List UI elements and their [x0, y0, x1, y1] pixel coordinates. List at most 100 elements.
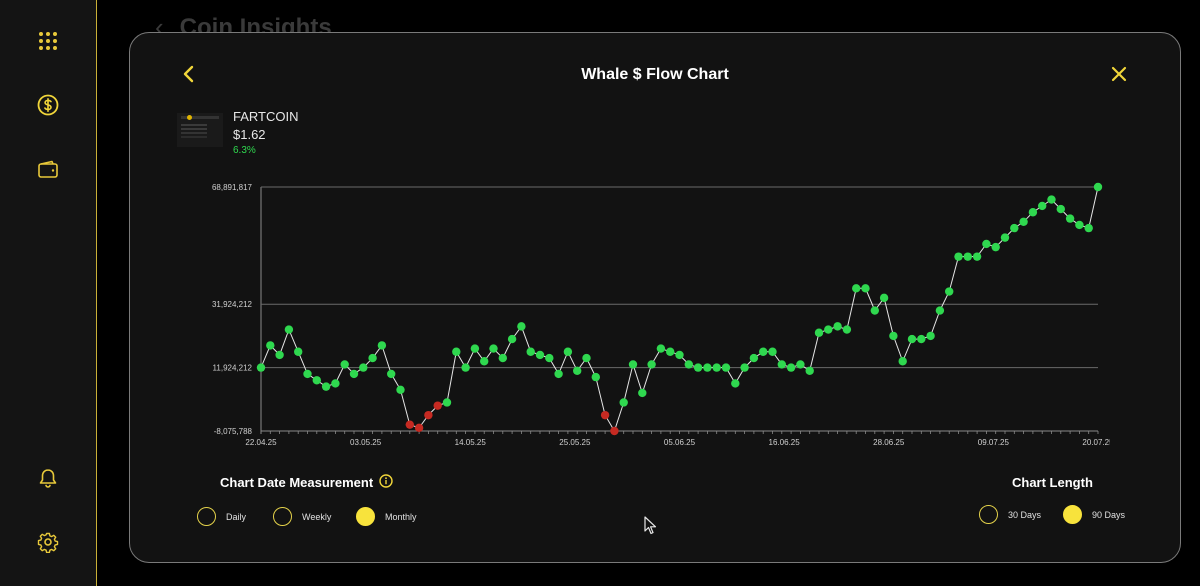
data-point — [284, 325, 294, 334]
data-point — [628, 360, 638, 369]
data-point — [563, 347, 573, 356]
data-point-negative — [610, 426, 619, 436]
radio-circle[interactable] — [979, 505, 998, 524]
data-point — [554, 369, 563, 379]
data-point — [582, 353, 591, 363]
data-point — [805, 366, 814, 375]
data-point — [768, 347, 777, 356]
x-tick-label: 28.06.25 — [873, 438, 905, 447]
data-point — [721, 363, 731, 372]
data-point — [573, 366, 582, 375]
data-point — [619, 398, 628, 407]
coin-change: 6.3% — [233, 145, 256, 156]
chevron-left-icon[interactable]: ‹ — [155, 12, 164, 42]
data-point — [489, 344, 498, 353]
data-point-negative — [405, 420, 414, 429]
data-point — [340, 360, 349, 369]
data-point — [1065, 214, 1075, 223]
data-point — [312, 376, 321, 385]
data-point — [1000, 233, 1010, 242]
data-point — [675, 350, 684, 360]
radio-30-days[interactable]: 30 Days — [979, 505, 1041, 524]
data-point — [852, 284, 861, 293]
data-point — [321, 382, 331, 391]
data-point — [693, 363, 703, 372]
bell-icon[interactable] — [36, 466, 60, 490]
data-point — [824, 325, 833, 334]
data-point — [917, 334, 926, 344]
x-tick-label: 14.05.25 — [455, 438, 487, 447]
data-point-negative — [600, 410, 610, 420]
data-point — [833, 322, 842, 331]
gear-icon[interactable] — [36, 530, 60, 554]
mouse-cursor-icon — [644, 516, 657, 535]
data-point-negative — [433, 401, 442, 410]
data-point — [647, 360, 656, 369]
data-point — [452, 347, 461, 356]
data-point — [861, 284, 870, 293]
series-line — [260, 186, 1099, 433]
y-tick-label: -8,075,788 — [214, 427, 253, 436]
wallet-icon[interactable] — [36, 158, 60, 182]
radio-label: 90 Days — [1092, 509, 1126, 520]
data-point — [870, 306, 879, 315]
coin-logo — [177, 113, 223, 147]
data-point-negative — [414, 423, 424, 433]
data-point — [442, 398, 452, 407]
info-icon[interactable] — [379, 474, 393, 488]
data-point — [480, 357, 489, 366]
data-point — [1010, 223, 1019, 233]
data-point-negative — [424, 410, 433, 420]
data-point — [749, 353, 759, 363]
data-point — [359, 363, 368, 372]
radio-circle[interactable] — [197, 507, 216, 526]
data-point — [387, 369, 396, 379]
data-point — [982, 239, 991, 249]
data-point — [526, 347, 535, 356]
data-point — [684, 360, 693, 369]
data-point — [666, 347, 675, 356]
chevron-left-icon[interactable] — [180, 63, 198, 85]
data-point — [535, 350, 545, 360]
data-point — [294, 347, 303, 356]
radio-daily[interactable]: Daily — [197, 507, 246, 526]
x-tick-label: 20.07.25 — [1082, 438, 1110, 447]
grid-icon[interactable] — [36, 29, 60, 53]
data-point — [731, 379, 740, 388]
close-icon[interactable] — [1110, 65, 1128, 83]
data-point — [954, 252, 963, 261]
data-point — [945, 287, 954, 296]
data-point — [638, 388, 647, 398]
radio-circle-selected[interactable] — [356, 507, 375, 526]
data-point — [396, 385, 405, 394]
radio-label: Monthly — [385, 511, 417, 522]
modal-title: Whale $ Flow Chart — [581, 66, 729, 83]
data-point — [368, 353, 377, 363]
data-point — [796, 360, 805, 369]
data-point — [898, 357, 907, 366]
x-tick-label: 09.07.25 — [978, 438, 1010, 447]
data-point — [889, 331, 898, 341]
data-point — [879, 293, 889, 303]
data-point — [759, 347, 768, 356]
radio-weekly[interactable]: Weekly — [273, 507, 331, 526]
y-tick-label: 11,924,212 — [213, 364, 253, 373]
radio-label: Daily — [226, 511, 247, 522]
radio-monthly[interactable]: Monthly — [356, 507, 417, 526]
data-point — [498, 353, 507, 363]
dollar-icon[interactable] — [36, 93, 60, 117]
radio-circle-selected[interactable] — [1063, 505, 1082, 524]
radio-label: Weekly — [302, 511, 332, 522]
data-point — [266, 341, 275, 350]
radio-90-days[interactable]: 90 Days — [1063, 505, 1125, 524]
data-point — [1019, 217, 1028, 226]
data-point — [926, 331, 935, 341]
radio-circle[interactable] — [273, 507, 292, 526]
data-point — [935, 306, 945, 315]
data-point — [331, 379, 340, 388]
data-point — [991, 242, 1000, 252]
sidebar — [0, 0, 97, 586]
whale-flow-chart: 68,891,817 31,924,212 11,924,212 -8,075,788… — [212, 182, 1110, 447]
data-point — [814, 328, 824, 337]
x-tick-label: 25.05.25 — [559, 438, 591, 447]
